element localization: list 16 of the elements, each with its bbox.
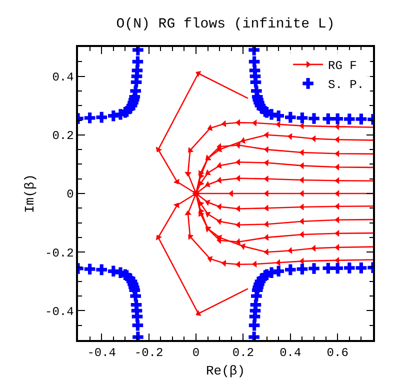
x-tick-label: -0.4: [87, 346, 116, 360]
x-tick-label: 0.2: [232, 346, 254, 360]
y-tick-label: 0.4: [52, 70, 74, 84]
legend-label: S. P.: [328, 78, 364, 92]
y-tick-label: 0.2: [52, 129, 74, 144]
y-tick-label: -0.4: [45, 304, 74, 319]
x-tick-label: -0.2: [134, 346, 164, 360]
x-tick-label: 0: [192, 346, 200, 360]
y-tick-label: 0: [66, 188, 74, 202]
legend-label: RG F: [328, 59, 357, 74]
x-tick-label: 0.4: [280, 346, 302, 360]
y-axis-title: Im(β): [22, 174, 38, 214]
x-tick-label: 0.6: [326, 346, 348, 360]
y-tick-label: -0.2: [45, 246, 74, 260]
x-axis-title: Re(β): [206, 363, 246, 378]
chart-title: O(N) RG flows (infinite L): [116, 16, 335, 32]
